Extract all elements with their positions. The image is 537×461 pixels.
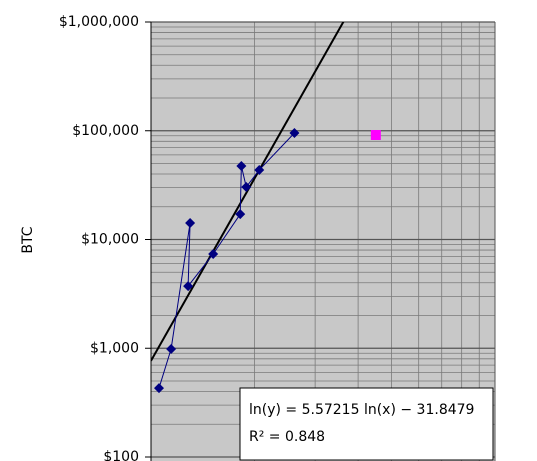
point — [236, 161, 247, 172]
r-squared: R² = 0.848 — [249, 429, 325, 445]
series-line — [158, 132, 295, 389]
point — [185, 217, 196, 228]
point — [235, 209, 246, 220]
trendline-equation: ln(y) = 5.57215 ln(x) − 31.8479 — [249, 402, 474, 418]
point — [241, 181, 252, 192]
point — [289, 128, 300, 139]
y-tick-label: $1,000 — [90, 340, 139, 356]
point — [153, 383, 164, 394]
y-tick-label: $1,000,000 — [59, 14, 139, 30]
marks — [151, 22, 381, 394]
annotation-box — [239, 387, 494, 461]
point — [370, 129, 381, 140]
point — [254, 164, 265, 175]
point — [208, 248, 219, 259]
y-axis-label: BTC — [20, 226, 36, 253]
y-tick-label: $100,000 — [72, 123, 139, 139]
point — [183, 281, 194, 292]
y-tick-label: $10,000 — [81, 232, 139, 248]
point — [166, 343, 177, 354]
y-tick-label: $100 — [103, 449, 139, 461]
